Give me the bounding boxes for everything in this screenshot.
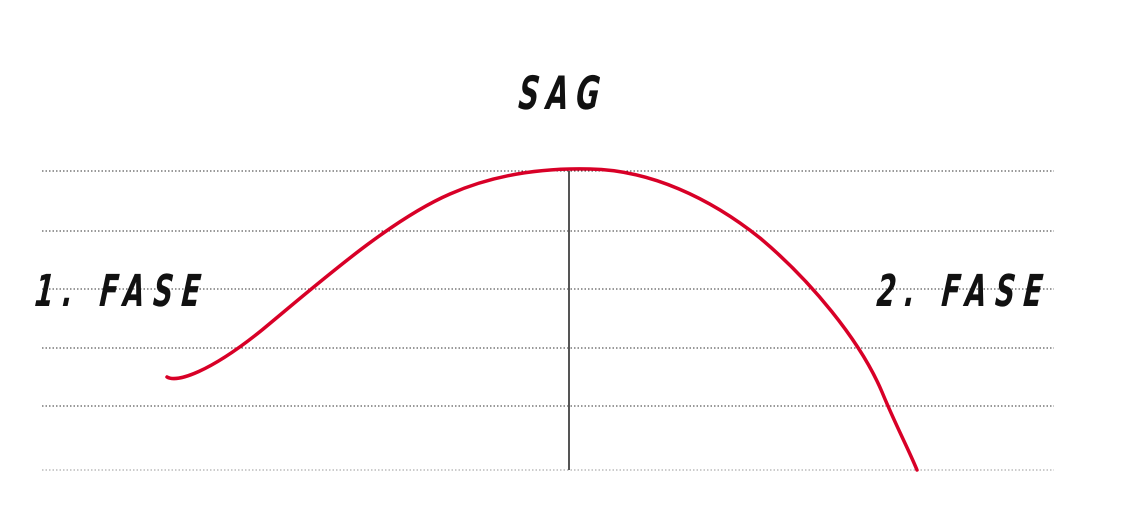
gridlines — [42, 170, 1054, 471]
phase-2-label: 2. FASE — [874, 266, 1054, 317]
phase-1-label: 1. FASE — [32, 266, 212, 317]
peak-label: SAG — [516, 66, 610, 120]
curve — [165, 167, 919, 472]
